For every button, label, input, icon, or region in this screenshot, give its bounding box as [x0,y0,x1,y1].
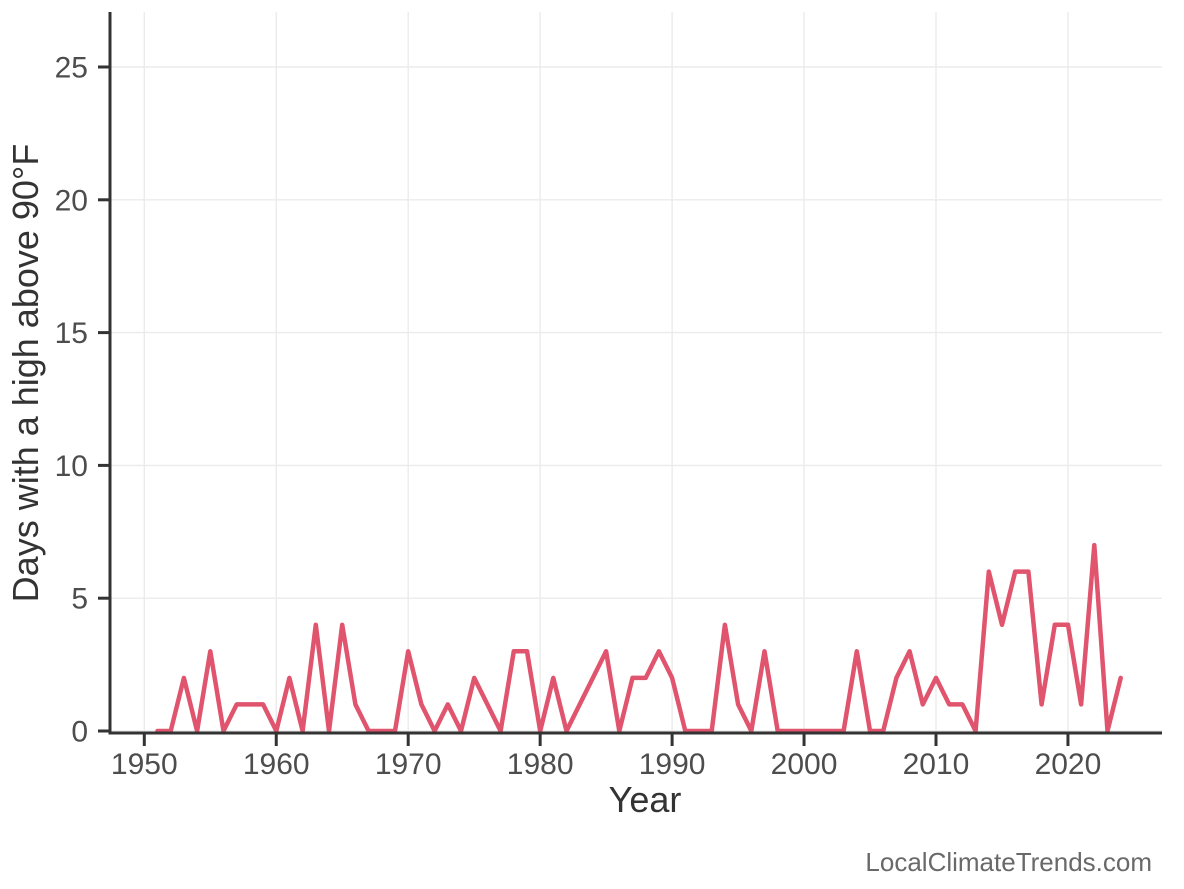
x-axis-title: Year [609,779,682,820]
watermark-text: LocalClimateTrends.com [865,847,1152,877]
x-tick-label: 1980 [507,748,574,781]
x-tick-label: 1960 [243,748,310,781]
y-tick-label: 15 [55,317,88,350]
x-tick-label: 2010 [903,748,970,781]
y-tick-label: 0 [71,716,88,749]
axes [98,12,1162,746]
y-tick-label: 20 [55,184,88,217]
data-series [155,542,1123,734]
gridlines [110,12,1162,733]
y-tick-label: 5 [71,583,88,616]
x-tick-label: 2000 [771,748,838,781]
data-line [155,542,1123,734]
x-tick-label: 2020 [1035,748,1102,781]
tick-labels: 0 5 10 15 20 25 1950 1960 1970 1980 1990 2000 2010 20… [55,52,1102,782]
y-tick-label: 25 [55,52,88,85]
y-tick-label: 10 [55,450,88,483]
y-axis-title: Days with a high above 90°F [5,144,46,603]
x-tick-label: 1990 [639,748,706,781]
x-tick-label: 1950 [111,748,178,781]
x-tick-label: 1970 [375,748,442,781]
